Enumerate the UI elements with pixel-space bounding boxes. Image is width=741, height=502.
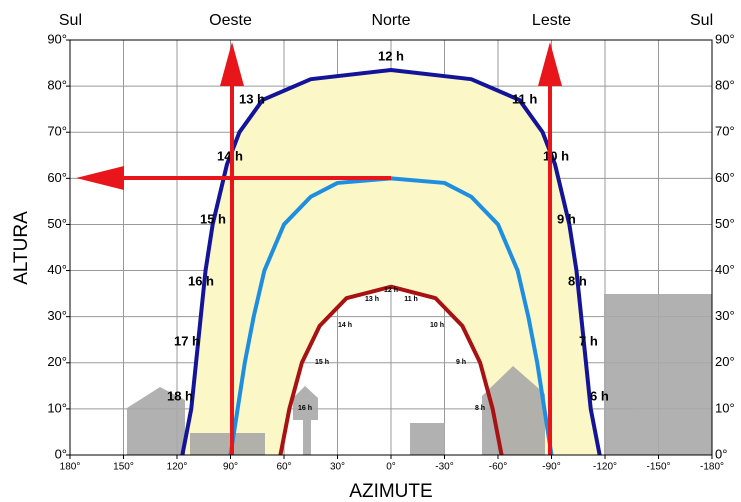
- hour-label: 6 h: [590, 388, 609, 403]
- x-tick-label: 30°: [330, 462, 345, 473]
- hour-label: 11 h: [512, 91, 537, 106]
- direction-label: Leste: [532, 12, 571, 29]
- y-tick-label: 0°: [715, 446, 727, 461]
- direction-label: Sul: [690, 12, 713, 29]
- obstacle: [410, 423, 445, 455]
- x-tick-label: -120°: [593, 462, 617, 473]
- y-tick-label: 70°: [715, 124, 735, 139]
- x-tick-label: 60°: [276, 462, 291, 473]
- y-axis-title: ALTURA: [11, 211, 32, 285]
- x-tick-label: 90°: [223, 462, 238, 473]
- hour-label: 12 h: [378, 48, 404, 63]
- y-tick-label: 60°: [47, 170, 67, 185]
- direction-label: Sul: [59, 12, 82, 29]
- y-tick-label: 40°: [715, 262, 735, 277]
- hour-label: 8 h: [568, 273, 587, 288]
- y-tick-label: 20°: [47, 354, 67, 369]
- obstacle: [190, 433, 265, 455]
- x-axis-title: AZIMUTE: [349, 481, 432, 502]
- x-tick-label: -180°: [700, 462, 724, 473]
- winter-hour-label: 11 h: [404, 296, 418, 303]
- arrow-head: [76, 166, 124, 190]
- y-tick-label: 50°: [715, 216, 735, 231]
- y-tick-label: 80°: [47, 78, 67, 93]
- y-tick-label: 40°: [47, 262, 67, 277]
- hour-label: 13 h: [239, 91, 265, 106]
- x-tick-label: -30°: [435, 462, 453, 473]
- winter-hour-label: 16 h: [298, 405, 312, 412]
- winter-hour-label: 9 h: [456, 359, 466, 366]
- y-tick-label: 70°: [47, 124, 67, 139]
- x-tick-label: -150°: [646, 462, 670, 473]
- direction-label: Norte: [371, 12, 410, 29]
- obstacle: [127, 387, 185, 455]
- arrow-head: [220, 42, 244, 86]
- hour-label: 9 h: [557, 211, 576, 226]
- y-tick-label: 10°: [47, 400, 67, 415]
- y-tick-label: 50°: [47, 216, 67, 231]
- winter-hour-label: 15 h: [315, 359, 329, 366]
- sun-path-line: [180, 67, 602, 456]
- y-tick-label: 30°: [47, 308, 67, 323]
- y-tick-label: 90°: [715, 31, 735, 46]
- x-tick-label: 120°: [167, 462, 188, 473]
- hour-label: 17 h: [174, 333, 200, 348]
- x-tick-label: -60°: [489, 462, 507, 473]
- hour-label: 18 h: [167, 388, 193, 403]
- x-tick-label: 0°: [386, 462, 396, 473]
- sun-region-fill: [182, 69, 600, 455]
- y-tick-label: 20°: [715, 354, 735, 369]
- x-tick-label: 150°: [113, 462, 134, 473]
- obstacle: [604, 294, 712, 455]
- x-tick-label: -90°: [542, 462, 560, 473]
- winter-hour-label: 8 h: [475, 405, 485, 412]
- x-tick-label: 180°: [60, 462, 81, 473]
- y-tick-label: 0°: [55, 446, 67, 461]
- obstacles: [127, 294, 712, 455]
- sun-path-line: [278, 284, 504, 456]
- y-tick-label: 80°: [715, 78, 735, 93]
- y-tick-label: 60°: [715, 170, 735, 185]
- hour-label: 7 h: [579, 333, 598, 348]
- hour-label: 10 h: [543, 148, 569, 163]
- obstacle: [293, 386, 318, 455]
- hour-label: 15 h: [200, 211, 226, 226]
- winter-hour-label: 14 h: [338, 322, 352, 329]
- y-tick-label: 30°: [715, 308, 735, 323]
- sun-region: [182, 69, 600, 455]
- winter-hour-label: 10 h: [430, 322, 444, 329]
- y-tick-label: 10°: [715, 400, 735, 415]
- winter-hour-label: 13 h: [365, 296, 379, 303]
- direction-label: Oeste: [209, 12, 252, 29]
- hour-label: 16 h: [188, 273, 214, 288]
- y-tick-label: 90°: [47, 31, 67, 46]
- winter-hour-label: 12 h: [384, 287, 398, 294]
- arrow-head: [538, 42, 562, 86]
- arrows: [76, 42, 562, 455]
